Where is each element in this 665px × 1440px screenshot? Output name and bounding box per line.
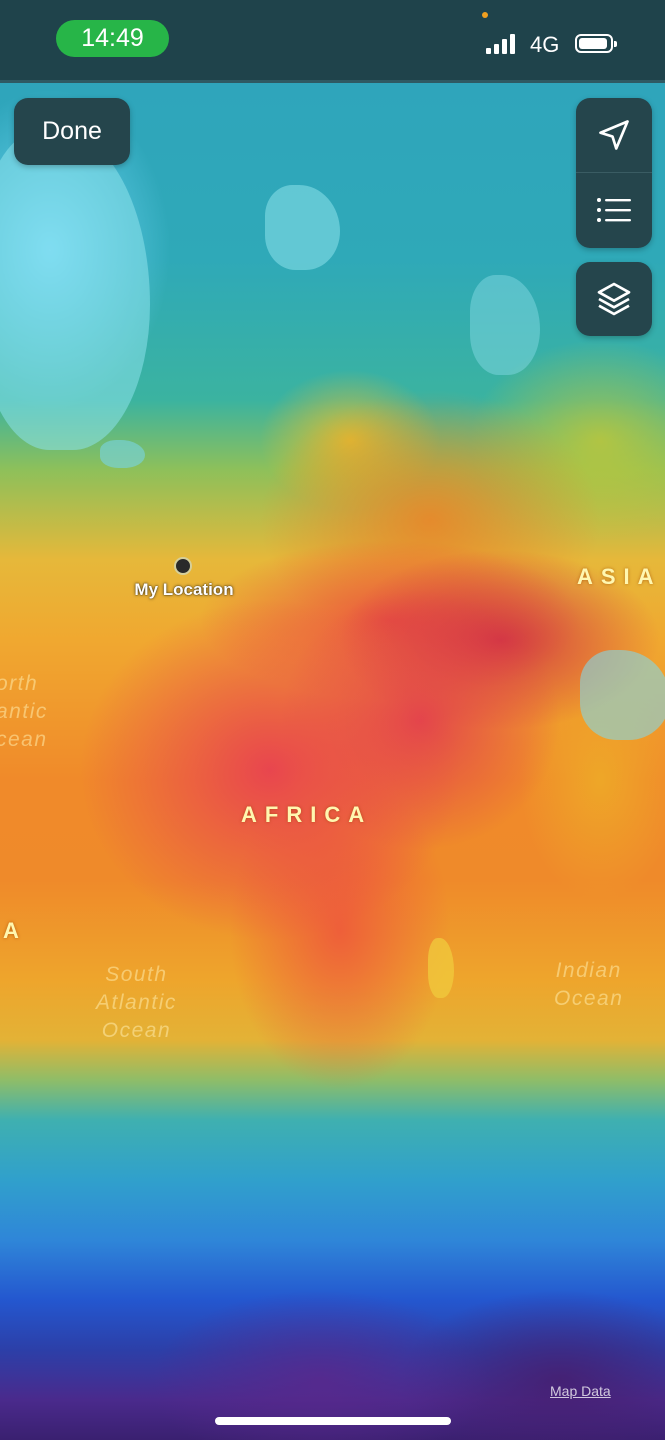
- current-location-button[interactable]: [576, 98, 652, 172]
- map-control-group: [576, 98, 652, 248]
- cellular-signal-icon: [486, 34, 518, 54]
- continent-label-africa: AFRICA: [241, 802, 373, 827]
- ocean-label-indian: Indian Ocean: [554, 959, 624, 1010]
- continent-label-asia: ASIA: [577, 564, 662, 589]
- control-divider: [576, 172, 652, 173]
- ocean-label-north-atlantic: orth antic cean: [0, 672, 48, 751]
- battery-icon: [575, 34, 617, 53]
- my-location-pin[interactable]: [174, 557, 192, 575]
- status-time[interactable]: 14:49: [56, 20, 169, 57]
- location-arrow-icon: [599, 120, 629, 150]
- locations-list-button[interactable]: [576, 173, 652, 247]
- novaya-zemlya-landmass: [470, 275, 540, 375]
- map-data-link[interactable]: Map Data: [550, 1383, 611, 1399]
- svalbard-landmass: [265, 185, 340, 270]
- list-icon: [597, 198, 631, 222]
- my-location-label[interactable]: My Location: [134, 580, 234, 599]
- continent-label-partial: A: [3, 918, 27, 943]
- ocean-label-south-atlantic: South Atlantic Ocean: [96, 963, 177, 1042]
- greenland-landmass: [0, 130, 150, 450]
- done-button[interactable]: Done: [14, 98, 130, 165]
- status-bar: 14:49 4G: [0, 0, 665, 83]
- madagascar-landmass: [428, 938, 454, 998]
- map-layers-button[interactable]: [576, 262, 652, 336]
- home-indicator[interactable]: [215, 1417, 451, 1425]
- iceland-landmass: [100, 440, 145, 468]
- privacy-indicator-dot: [482, 12, 488, 18]
- caspian-region: [580, 650, 665, 740]
- network-type: 4G: [530, 32, 560, 57]
- layers-icon: [597, 282, 631, 316]
